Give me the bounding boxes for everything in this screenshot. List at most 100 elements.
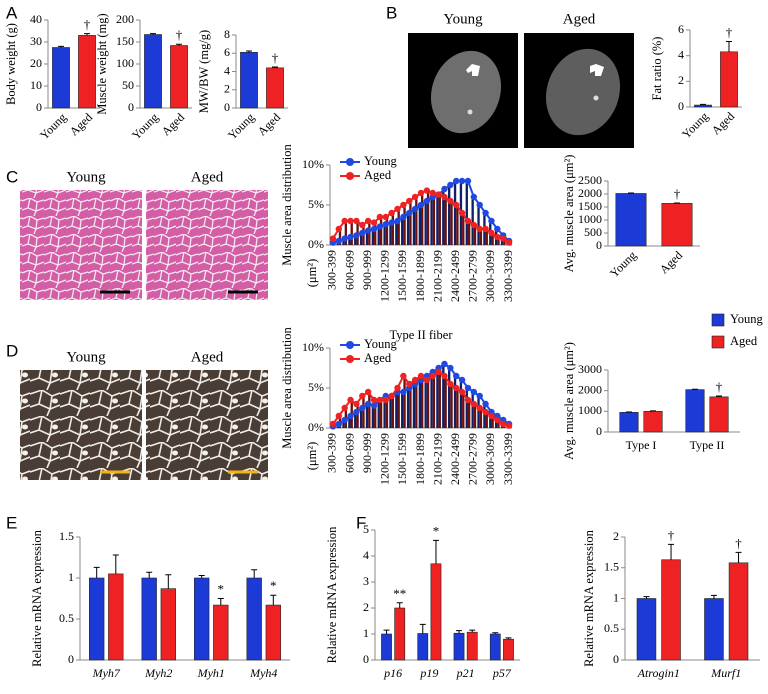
- bar: [391, 396, 394, 428]
- x-tick-label: 300-399: [325, 250, 339, 290]
- y-tick-label: 20: [30, 56, 42, 70]
- bar: [430, 563, 442, 661]
- y-tick-label: 2500: [578, 173, 602, 187]
- x-tick-label: p16: [383, 666, 402, 680]
- x-axis-label: (μm²): [305, 442, 319, 471]
- error-bar: [176, 43, 182, 46]
- y-axis-label: Avg. muscle area (μm²): [562, 342, 576, 460]
- point: [441, 372, 448, 380]
- error-bar: [628, 192, 634, 194]
- bar: [362, 396, 365, 428]
- y-axis-label: Fat ratio (%): [650, 37, 664, 101]
- bar: [383, 224, 386, 245]
- x-tick-label: Myh4: [249, 666, 277, 680]
- point: [464, 177, 472, 185]
- y-tick-label: 150: [116, 34, 134, 48]
- bar: [344, 221, 348, 245]
- error-bar: [710, 594, 717, 599]
- bar: [448, 185, 451, 245]
- y-tick-label: 10: [30, 78, 42, 92]
- point: [447, 364, 454, 372]
- panel-label: E: [6, 513, 17, 532]
- point: [347, 412, 354, 420]
- point: [353, 232, 360, 239]
- bar: [415, 197, 418, 245]
- point: [347, 233, 354, 241]
- y-tick-label: 6: [224, 45, 230, 59]
- point: [458, 388, 466, 396]
- y-tick-label: 1500: [578, 199, 602, 213]
- error-bar: [668, 543, 675, 560]
- point: [353, 400, 360, 408]
- point: [364, 227, 372, 234]
- bar: [421, 376, 424, 428]
- point: [370, 219, 378, 226]
- y-tick-label: 200: [116, 12, 134, 26]
- point: [335, 420, 343, 428]
- x-tick-label: 1800-1899: [413, 250, 427, 302]
- y-tick-label: 0: [68, 652, 74, 666]
- bar: [491, 416, 494, 428]
- bar: [389, 222, 392, 245]
- point: [364, 400, 372, 408]
- bar: [170, 45, 188, 109]
- point: [359, 229, 366, 237]
- bar: [397, 209, 400, 245]
- point: [499, 420, 507, 428]
- error-bar: [469, 629, 476, 633]
- point: [359, 392, 366, 400]
- bar: [709, 396, 729, 433]
- y-tick-label: 1.5: [59, 529, 74, 543]
- image-label: Young: [443, 11, 483, 27]
- error-bar: [217, 598, 224, 606]
- bar: [108, 573, 124, 661]
- error-bar: [492, 632, 499, 634]
- point: [435, 191, 442, 198]
- annotation: †: [176, 27, 183, 42]
- point: [341, 404, 348, 412]
- point: [476, 404, 483, 412]
- x-tick-label: 900-999: [360, 250, 374, 290]
- point: [441, 185, 448, 193]
- point: [376, 396, 384, 404]
- point: [411, 376, 419, 384]
- x-tick-label: 3000-3099: [483, 433, 497, 485]
- legend-swatch: [711, 335, 725, 349]
- point: [470, 193, 478, 201]
- bar: [213, 604, 229, 661]
- bar: [436, 194, 439, 245]
- bar: [342, 238, 345, 245]
- image-label: Aged: [191, 169, 224, 185]
- point: [482, 225, 489, 233]
- point: [400, 213, 407, 221]
- point: [388, 219, 395, 226]
- point: [458, 376, 466, 384]
- point: [394, 205, 401, 213]
- point: [359, 404, 366, 412]
- bar: [354, 235, 357, 245]
- point: [458, 177, 466, 185]
- bar: [379, 217, 383, 245]
- image-label: Aged: [563, 11, 596, 27]
- annotation: †: [668, 527, 675, 542]
- y-tick-label: 1: [363, 626, 369, 640]
- y-tick-label: 3000: [578, 362, 602, 376]
- x-tick-label: p57: [492, 666, 512, 680]
- bar: [485, 229, 488, 245]
- x-tick-label: 2400-2499: [448, 433, 462, 485]
- bar: [371, 229, 375, 245]
- bar: [485, 412, 488, 428]
- point: [417, 189, 425, 197]
- bar: [403, 376, 406, 428]
- y-axis-label: MW/BW (mg/g): [197, 30, 211, 113]
- point: [464, 217, 472, 225]
- bar: [356, 404, 359, 428]
- histology-image: [20, 370, 142, 480]
- y-tick-label: 8: [224, 27, 230, 41]
- bar: [704, 598, 724, 661]
- y-tick-label: 0: [36, 100, 42, 114]
- x-tick-label: 300-399: [325, 433, 339, 473]
- bar: [491, 233, 494, 245]
- x-tick-label: Myh2: [144, 666, 172, 680]
- point: [441, 360, 448, 368]
